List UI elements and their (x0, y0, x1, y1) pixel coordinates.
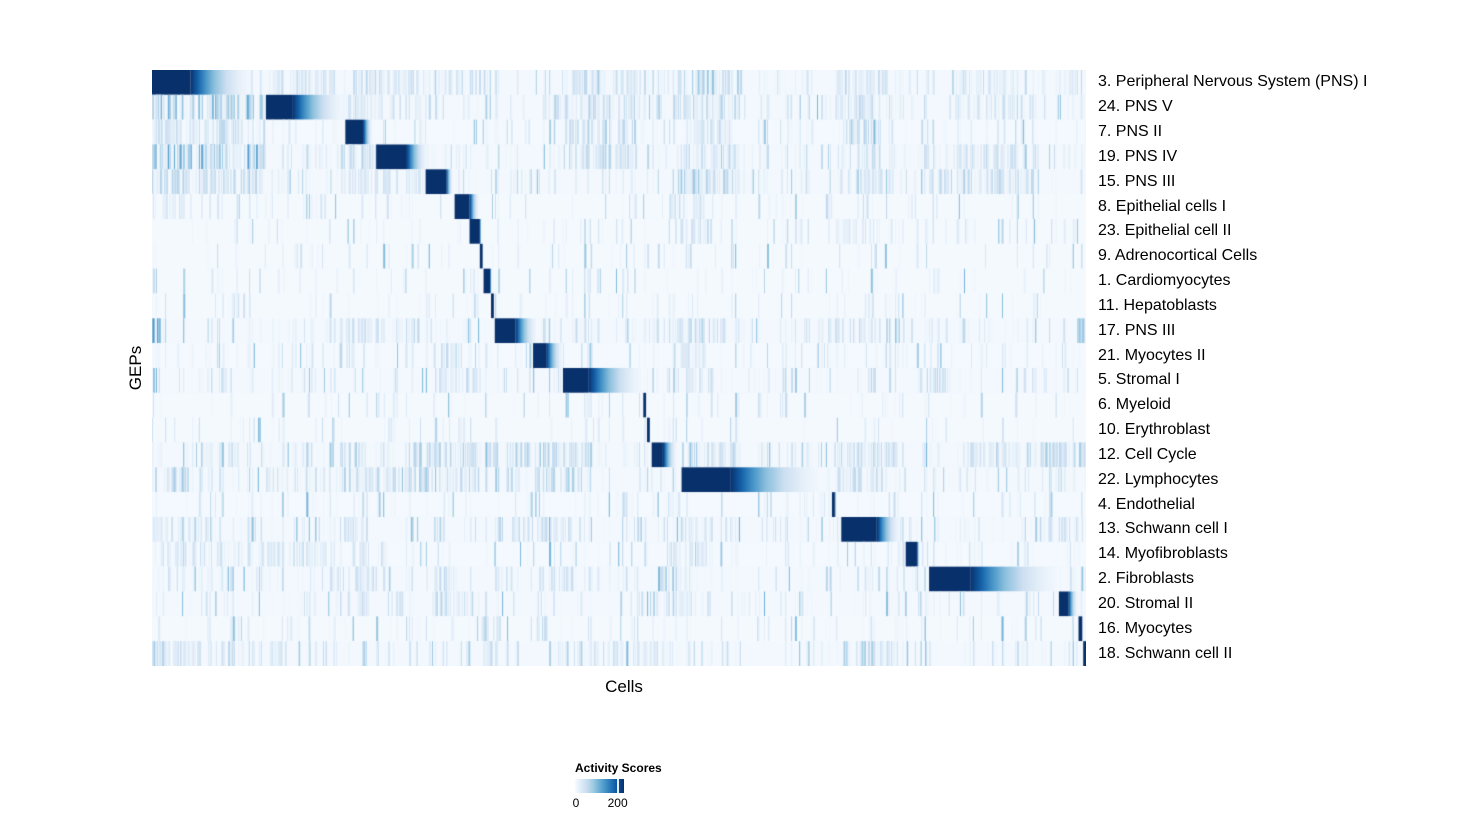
gep-row-label: 2. Fibroblasts (1098, 570, 1195, 588)
gep-row-label: 12. Cell Cycle (1098, 445, 1197, 463)
gep-row-label: 11. Hepatoblasts (1098, 296, 1217, 314)
legend-min-label: 0 (572, 796, 580, 810)
gep-row-label: 5. Stromal I (1098, 371, 1180, 389)
legend-tick-mark (616, 779, 619, 793)
gep-row-label: 24. PNS V (1098, 98, 1173, 116)
gep-row-label: 23. Epithelial cell II (1098, 222, 1232, 240)
gep-row-label: 19. PNS IV (1098, 147, 1178, 165)
gep-row-label: 1. Cardiomyocytes (1098, 272, 1231, 290)
y-axis-label: GEPs (126, 345, 145, 391)
gep-row-label: 18. Schwann cell II (1098, 644, 1233, 662)
gep-row-label: 14. Myofibroblasts (1098, 545, 1228, 563)
legend-colorbar (575, 779, 624, 793)
gep-row-label: 13. Schwann cell I (1098, 520, 1228, 538)
gep-row-label: 9. Adrenocortical Cells (1098, 247, 1258, 265)
gep-row-label: 7. PNS II (1098, 123, 1163, 141)
legend-max-label: 200 (607, 796, 628, 810)
gep-row-label: 6. Myeloid (1098, 396, 1171, 414)
gep-row-label: 21. Myocytes II (1098, 346, 1206, 364)
gep-row-label: 4. Endothelial (1098, 495, 1195, 513)
gep-row-label: 20. Stromal II (1098, 594, 1194, 612)
legend-title: Activity Scores (575, 761, 662, 775)
legend: Activity Scores 0 200 (572, 761, 662, 811)
heatmap-canvas (152, 70, 1086, 666)
gep-row-label: 15. PNS III (1098, 172, 1176, 190)
gep-row-label: 16. Myocytes (1098, 619, 1193, 637)
gep-row-label: 22. Lymphocytes (1098, 470, 1219, 488)
gep-row-label: 10. Erythroblast (1098, 421, 1211, 439)
gep-row-label: 8. Epithelial cells I (1098, 197, 1227, 215)
gep-row-label: 17. PNS III (1098, 321, 1176, 339)
gep-row-label: 3. Peripheral Nervous System (PNS) I (1098, 73, 1368, 91)
x-axis-label: Cells (605, 677, 643, 696)
legend-tick-labels: 0 200 (572, 796, 635, 811)
